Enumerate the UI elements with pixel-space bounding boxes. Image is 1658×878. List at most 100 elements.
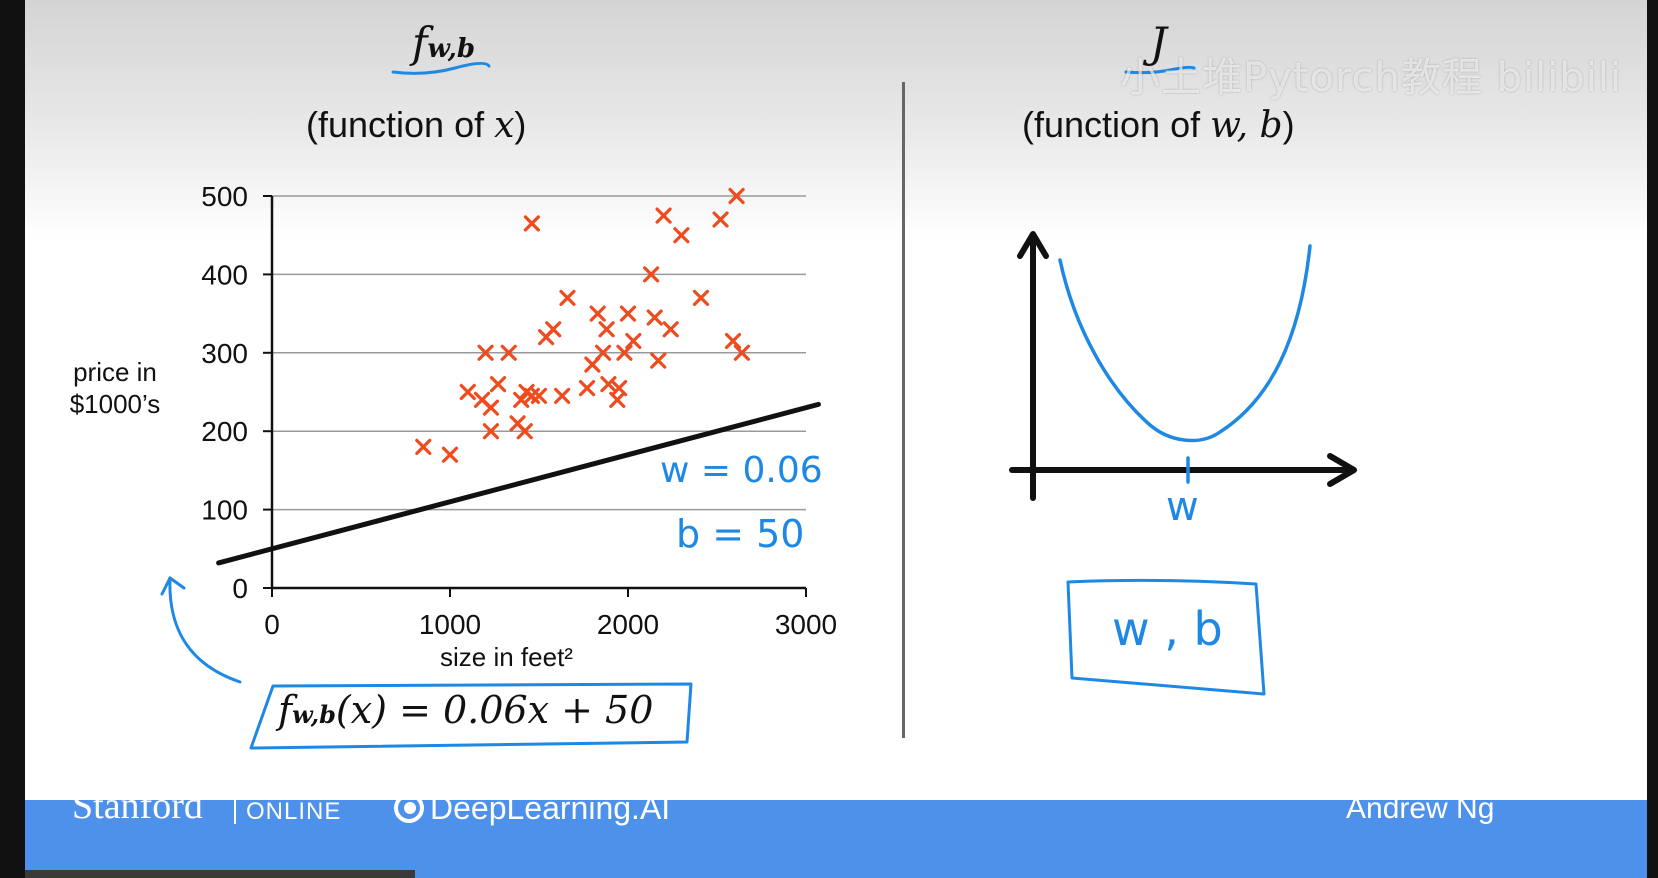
data-point-stroke: [589, 305, 606, 322]
data-point-stroke: [489, 376, 507, 393]
data-point-stroke: [619, 305, 637, 322]
cost-y-arrowhead: [1017, 231, 1049, 259]
data-point-stroke: [441, 446, 459, 463]
data-point: [724, 332, 742, 350]
x-axis-label: size in feet²: [440, 642, 573, 672]
data-point-stroke: [477, 344, 494, 361]
footer-author: Andrew Ng: [1346, 792, 1495, 825]
data-point: [559, 289, 576, 307]
right-subtitle-suffix: ): [1282, 104, 1295, 145]
data-point: [482, 399, 500, 416]
params-box-outline: [1066, 578, 1266, 696]
data-point-stroke: [516, 423, 533, 440]
data-point-stroke: [594, 344, 612, 361]
data-point-stroke: [473, 391, 491, 408]
data-point-stroke: [530, 387, 548, 405]
data-point-stroke: [609, 391, 626, 408]
data-point: [728, 187, 745, 205]
data-point: [545, 321, 562, 338]
data-point-stroke: [600, 376, 617, 393]
arrow-annotation: [160, 576, 242, 684]
watermark: 小土堆Pytorch教程 bilibili: [1120, 55, 1623, 101]
formula-sub: w,b: [292, 700, 336, 729]
w-annotation: w = 0.06: [660, 450, 823, 491]
data-point-stroke: [724, 332, 742, 350]
data-point-stroke: [650, 352, 667, 369]
formula-box-outline: [249, 682, 693, 750]
data-point: [459, 383, 476, 401]
data-point: [594, 344, 612, 361]
footer-stanford: Stanford: [72, 785, 203, 827]
data-point-stroke: [610, 379, 628, 397]
left-symbol-f: f: [412, 18, 428, 67]
right-subtitle-var: w, b: [1210, 105, 1283, 146]
b-annotation: b = 50: [676, 512, 805, 556]
data-point: [578, 379, 596, 397]
data-point: [530, 387, 548, 405]
data-point-stroke: [459, 383, 476, 401]
scatter-chart: 0 100 200 300 400 500 0 1000 2000 3000: [201, 181, 837, 640]
points-layer: [415, 187, 751, 463]
axes-layer: [263, 195, 807, 597]
data-point-stroke: [616, 344, 633, 361]
data-point-stroke: [523, 215, 540, 232]
data-point-stroke: [415, 438, 432, 455]
cost-chart: [1009, 231, 1357, 501]
data-point: [489, 376, 507, 393]
formula-f: f: [278, 688, 293, 732]
data-point-stroke: [646, 309, 663, 326]
right-symbol: J: [1150, 18, 1167, 67]
data-point-stroke: [712, 211, 729, 228]
footer-bar: [25, 800, 1647, 878]
data-point: [625, 332, 642, 350]
data-point: [655, 207, 672, 224]
deeplearning-logo-icon: [394, 793, 424, 823]
left-symbol-underline: [391, 61, 491, 75]
data-point: [441, 446, 459, 463]
data-point: [415, 438, 432, 455]
y-tick-label: 200: [201, 416, 248, 447]
data-point-stroke: [598, 321, 615, 338]
data-point: [482, 423, 500, 440]
data-point: [600, 376, 617, 393]
y-tick-label: 100: [201, 495, 248, 526]
data-point: [646, 309, 663, 326]
footer-separator: [234, 790, 236, 824]
left-subtitle-prefix: (function of: [306, 104, 495, 145]
right-letterbox: [1647, 0, 1658, 878]
data-point: [610, 379, 628, 397]
data-point-stroke: [482, 399, 500, 416]
label-layer: 0 100 200 300 400 500 0 1000 2000 3000: [201, 181, 837, 640]
data-point: [513, 391, 530, 408]
data-point-stroke: [578, 379, 596, 397]
data-point-stroke: [545, 321, 562, 338]
data-point-stroke: [662, 321, 679, 338]
data-point-stroke: [728, 187, 745, 205]
y-tick-label: 0: [232, 573, 248, 604]
data-point-stroke: [692, 289, 710, 307]
grid-layer: [272, 195, 806, 511]
data-point-stroke: [673, 227, 690, 244]
formula-rhs: (x) = 0.06x + 50: [335, 688, 654, 732]
left-subtitle-suffix: ): [514, 104, 527, 145]
x-tick-label: 2000: [597, 609, 659, 640]
left-subtitle: (function of x): [306, 104, 526, 146]
data-point: [692, 289, 710, 307]
data-point: [500, 344, 517, 361]
data-point-stroke: [500, 344, 517, 361]
data-point: [516, 423, 533, 440]
data-point: [523, 215, 540, 232]
right-subtitle-prefix: (function of: [1022, 104, 1211, 145]
x-tick-label: 3000: [775, 609, 837, 640]
cost-curve: [1058, 244, 1312, 443]
right-subtitle: (function of w, b): [1022, 104, 1295, 146]
data-point: [619, 305, 637, 322]
data-point: [662, 321, 679, 338]
footer-deeplearning: DeepLearning.AI: [430, 790, 671, 826]
left-symbol-sub: w,b: [427, 34, 476, 64]
line-layer: [216, 401, 821, 566]
data-point: [589, 305, 606, 322]
data-point-stroke: [643, 266, 660, 283]
slide: [25, 0, 1647, 878]
